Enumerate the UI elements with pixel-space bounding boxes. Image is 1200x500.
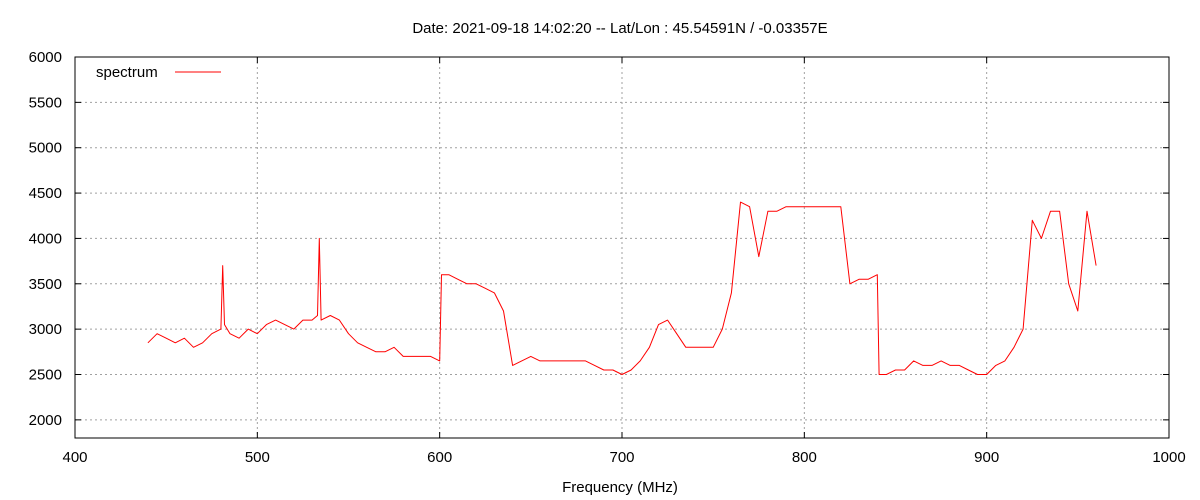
y-tick-label: 3500 [29,276,62,293]
legend: spectrum [96,64,221,81]
chart-title: Date: 2021-09-18 14:02:20 -- Lat/Lon : 4… [412,20,827,37]
x-axis-label: Frequency (MHz) [562,479,678,496]
y-tick-label: 4500 [29,185,62,202]
y-tick-label: 5000 [29,140,62,157]
y-tick-label: 2000 [29,412,62,429]
x-tick-label: 400 [62,449,87,466]
y-tick-label: 5500 [29,94,62,111]
y-tick-label: 4000 [29,230,62,247]
plot-area [147,201,1097,375]
y-tick-label: 3000 [29,321,62,338]
x-tick-label: 800 [792,449,817,466]
x-tick-label: 1000 [1152,449,1185,466]
x-tick-label: 900 [974,449,999,466]
x-tick-label: 700 [609,449,634,466]
x-tick-label: 500 [245,449,270,466]
axis-ticks: 400 500 600 700 800 900 1000 2000 2500 3000 3500 40… [29,49,1186,466]
legend-label-spectrum: spectrum [96,64,158,81]
grid [75,57,1169,438]
y-tick-label: 2500 [29,367,62,384]
x-tick-label: 600 [427,449,452,466]
y-tick-label: 6000 [29,49,62,66]
series-line-spectrum [147,201,1097,375]
